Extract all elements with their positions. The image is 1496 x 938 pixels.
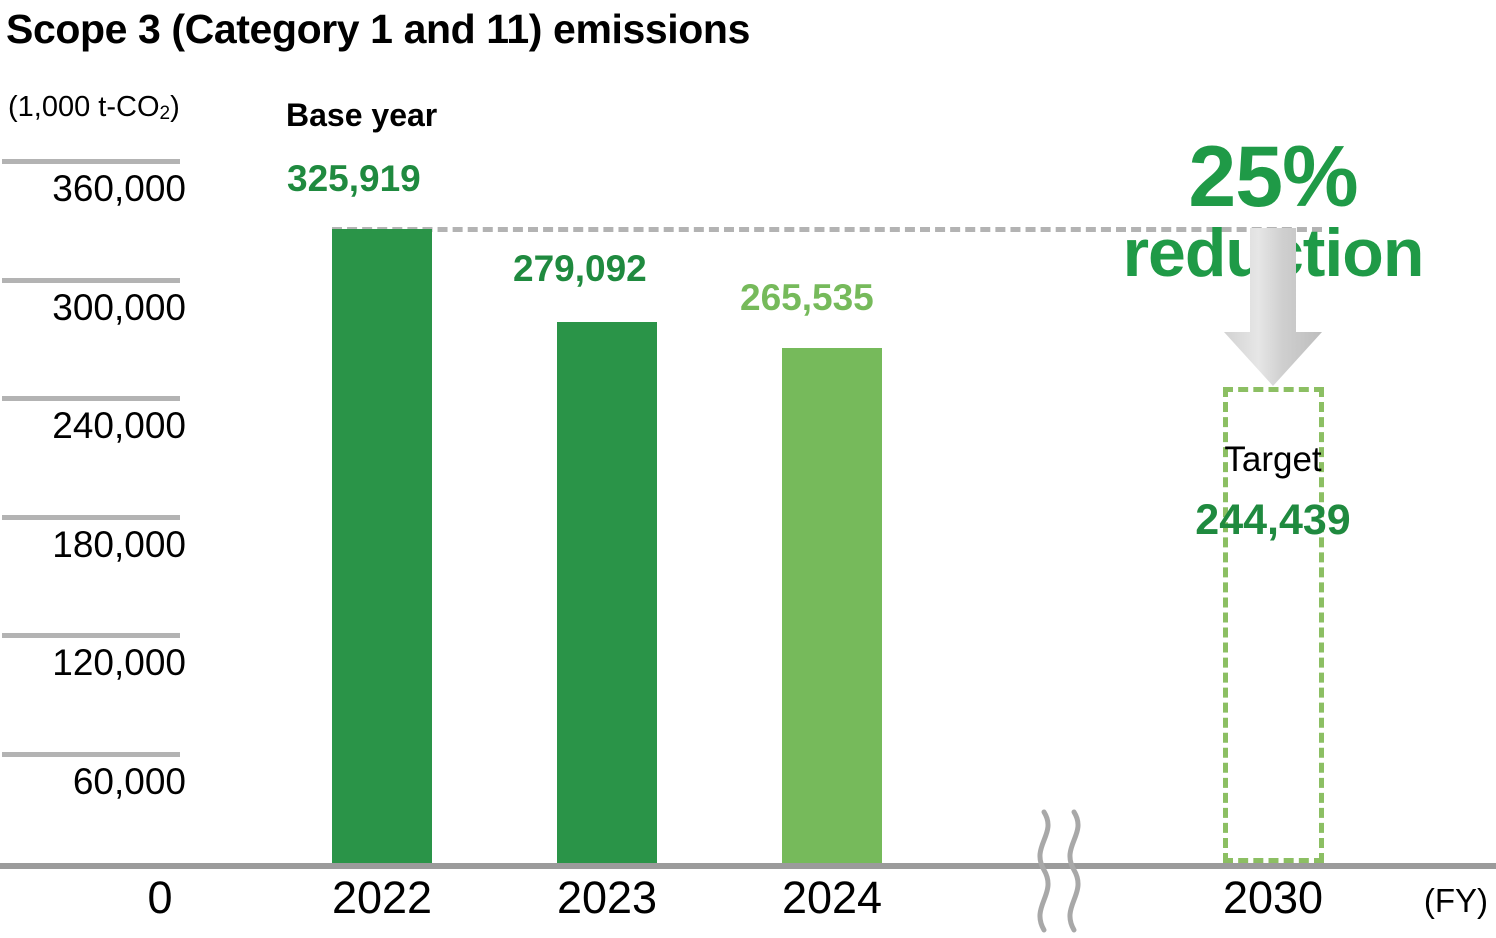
y-axis-unit-suffix: ) [170, 91, 180, 123]
x-axis-unit-label: (FY) [1423, 882, 1488, 919]
y-tick-label-240000: 240,000 [52, 405, 186, 446]
y-tick-label-300000: 300,000 [52, 287, 186, 328]
target-bar-2030 [1223, 387, 1324, 863]
y-axis-unit-prefix: (1,000 t-CO [8, 91, 160, 123]
bar-value-2023: 279,092 [513, 248, 647, 289]
y-tick-label-120000: 120,000 [52, 642, 186, 683]
y-tick-label-360000: 360,000 [52, 168, 186, 209]
target-value-2030: 244,439 [1195, 496, 1351, 544]
bar-value-2022: 325,919 [287, 158, 421, 199]
target-label: Target [1224, 440, 1322, 479]
reduction-percent-text: 25% [1188, 129, 1358, 225]
bar-2023 [557, 322, 657, 863]
axis-break-squiggle-icon [1037, 809, 1081, 933]
x-tick-label-2030: 2030 [1222, 872, 1324, 923]
base-year-reference-line [332, 227, 1322, 232]
gridline-180000 [2, 515, 180, 520]
x-tick-label-0: 0 [147, 872, 173, 923]
bar-value-2024: 265,535 [740, 277, 874, 318]
gridline-120000 [2, 633, 180, 638]
y-axis-unit-subscript: 2 [159, 103, 171, 124]
x-tick-label-2023: 2023 [556, 872, 658, 923]
x-tick-label-2024: 2024 [781, 872, 883, 923]
gridline-240000 [2, 396, 180, 401]
y-tick-label-180000: 180,000 [52, 524, 186, 565]
down-arrow-icon [1224, 228, 1322, 386]
gridline-300000 [2, 278, 180, 283]
y-axis-unit-label: (1,000 t-CO2) [8, 91, 180, 124]
x-tick-label-2022: 2022 [331, 872, 433, 923]
bar-2024 [782, 348, 882, 863]
page-title: Scope 3 (Category 1 and 11) emissions [6, 6, 750, 52]
bar-2022 [332, 229, 432, 863]
base-year-annotation: Base year [286, 97, 438, 133]
gridline-360000 [2, 159, 180, 164]
gridline-60000 [2, 752, 180, 757]
x-axis-line [0, 863, 1496, 869]
y-tick-label-60000: 60,000 [72, 761, 186, 802]
